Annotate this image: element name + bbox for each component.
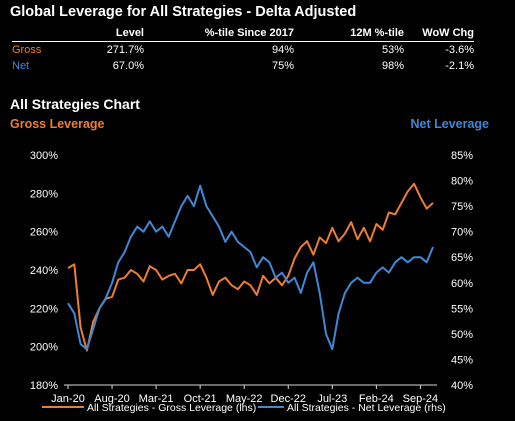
x-tick-label: Jul-23 <box>317 393 347 405</box>
y-left-tick-label: 220% <box>30 303 58 315</box>
chart-legend: All Strategies - Gross Leverage (lhs) All… <box>42 402 446 414</box>
y-right-tick-label: 45% <box>451 354 473 366</box>
chart-axes: 180% 200% 220% 240% 260% 280% 300% 40% 45% 50% 55%… <box>30 150 473 405</box>
stats-row-label: Gross <box>12 44 42 56</box>
stats-pct-since-2017: 94% <box>271 44 294 56</box>
y-right-tick-label: 85% <box>451 150 473 162</box>
stats-level: 67.0% <box>112 60 144 72</box>
y-right-tick-label: 40% <box>451 380 473 392</box>
stats-row-gross: Gross 271.7% 94% 53% -3.6% <box>12 42 474 59</box>
chart-series <box>67 182 434 352</box>
net-leverage-line <box>67 184 434 351</box>
legend-label-net: All Strategies - Net Leverage (rhs) <box>287 402 446 414</box>
stats-wow: -2.1% <box>445 60 474 72</box>
stats-pct-12m: 53% <box>381 44 404 56</box>
stats-row-net: Net 67.0% 75% 98% -2.1% <box>12 58 474 74</box>
y-right-tick-label: 50% <box>451 329 473 341</box>
stats-header-row: Level %-tile Since 2017 12M %-tile WoW C… <box>12 26 474 42</box>
stats-header-wow: WoW Chg <box>404 26 474 42</box>
stats-row-label: Net <box>12 60 30 72</box>
stats-header-name <box>12 26 84 42</box>
y-right-tick-label: 70% <box>451 227 473 239</box>
leverage-stats-table: Level %-tile Since 2017 12M %-tile WoW C… <box>12 26 474 74</box>
y-left-tick-label: 280% <box>30 188 58 200</box>
y-right-tick-label: 80% <box>451 176 473 188</box>
right-axis-label: Net Leverage <box>410 117 489 131</box>
x-tick-label: Dec-22 <box>271 393 306 405</box>
y-left-tick-label: 240% <box>30 265 58 277</box>
x-tick-label: Jan-20 <box>51 393 85 405</box>
stats-level: 271.7% <box>106 44 144 56</box>
page-title: Global Leverage for All Strategies - Del… <box>10 4 357 20</box>
stats-header-level: Level <box>84 26 144 42</box>
x-tick-label: Sep-24 <box>403 393 438 405</box>
y-right-tick-label: 75% <box>451 201 473 213</box>
stats-pct-since-2017: 75% <box>271 60 294 72</box>
gross-leverage-line <box>67 182 434 352</box>
stats-pct-12m: 98% <box>381 60 404 72</box>
x-tick-label: Aug-20 <box>94 393 129 405</box>
x-tick-label: Oct-21 <box>184 393 217 405</box>
y-left-tick-label: 180% <box>30 380 58 392</box>
left-axis-label: Gross Leverage <box>10 117 105 131</box>
stats-header-pct-since-2017: %-tile Since 2017 <box>144 26 294 42</box>
y-right-tick-label: 65% <box>451 252 473 264</box>
x-tick-label: May-22 <box>226 393 263 405</box>
legend-label-gross: All Strategies - Gross Leverage (lhs) <box>87 402 256 414</box>
x-tick-label: Feb-24 <box>359 393 394 405</box>
y-left-tick-label: 200% <box>30 342 58 354</box>
stats-header-pct-12m: 12M %-tile <box>294 26 404 42</box>
y-left-tick-label: 300% <box>30 150 58 162</box>
y-left-tick-label: 260% <box>30 227 58 239</box>
y-right-tick-label: 55% <box>451 303 473 315</box>
stats-wow: -3.6% <box>445 44 474 56</box>
chart-title: All Strategies Chart <box>10 96 140 112</box>
x-tick-label: Mar-21 <box>139 393 174 405</box>
y-right-tick-label: 60% <box>451 278 473 290</box>
